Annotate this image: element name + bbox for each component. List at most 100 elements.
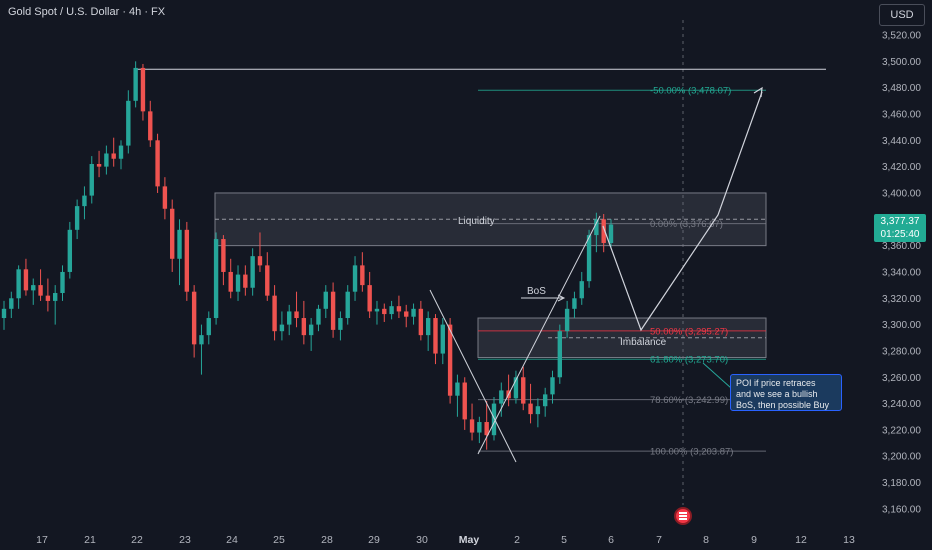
y-tick-label: 3,520.00	[882, 31, 921, 42]
candle-body	[323, 291, 328, 309]
candle-body	[535, 406, 541, 415]
candle-body	[499, 390, 504, 404]
x-tick-label: May	[459, 534, 480, 546]
x-tick-label: 2	[514, 534, 520, 546]
candle-body	[23, 269, 29, 291]
y-tick-label: 3,320.00	[882, 294, 921, 305]
candle-body	[528, 403, 533, 415]
x-tick-label: 12	[795, 534, 807, 546]
candle-body	[287, 311, 292, 325]
candle-body	[118, 145, 124, 159]
symbol-title: Gold Spot / U.S. Dollar · 4h · FX	[8, 6, 166, 18]
liquidity-label: Liquidity	[458, 216, 495, 227]
x-tick-label: 5	[561, 534, 567, 546]
trend-line-bullish	[477, 215, 601, 455]
candle-body	[433, 318, 438, 354]
y-tick-label: 3,440.00	[882, 136, 921, 147]
candle-body	[60, 271, 65, 294]
candle-body	[170, 208, 175, 259]
fib-level-label: 61.80% (3,273.70)	[650, 355, 728, 366]
y-tick-label: 3,360.00	[882, 241, 921, 252]
candle-body	[338, 318, 343, 330]
x-tick-label: 22	[131, 534, 143, 546]
candle-body	[279, 324, 285, 332]
candle-body	[308, 324, 314, 336]
candle-body	[396, 306, 402, 312]
poi-note-line: BoS, then possible Buy	[736, 400, 830, 410]
projection-arrowhead	[753, 86, 763, 98]
candle-body	[425, 318, 431, 336]
y-tick-label: 3,480.00	[882, 83, 921, 94]
poi-note-line: POI if price retraces	[736, 378, 816, 388]
y-tick-label: 3,180.00	[882, 478, 921, 489]
projection-path	[602, 91, 763, 332]
candle-body	[250, 256, 255, 288]
candle-body	[586, 235, 592, 282]
y-tick-label: 3,420.00	[882, 162, 921, 173]
drawings	[429, 86, 763, 463]
y-tick-label: 3,240.00	[882, 399, 921, 410]
fib-level-label: 78.60% (3,242.99)	[650, 395, 728, 406]
candle-body	[316, 308, 321, 325]
candle-body	[265, 265, 270, 296]
fib-level-label: 100.00% (3,203.87)	[650, 447, 733, 458]
y-tick-label: 3,340.00	[882, 267, 921, 278]
candle-body	[162, 186, 168, 209]
candle-body	[148, 111, 153, 141]
x-tick-label: 13	[843, 534, 855, 546]
flag-icon[interactable]	[674, 507, 692, 525]
y-tick-label: 3,260.00	[882, 373, 921, 384]
candle-body	[111, 153, 116, 159]
y-tick-label: 3,460.00	[882, 109, 921, 120]
last-price-badge: 3,377.37 01:25:40	[874, 214, 926, 242]
candle-body	[82, 195, 87, 207]
candle-body	[235, 274, 241, 292]
candle-body	[9, 298, 14, 309]
imbalance-label: Imbalance	[620, 337, 667, 348]
candle-body	[184, 229, 190, 292]
candle-body	[389, 306, 394, 315]
candle-body	[301, 318, 307, 336]
y-tick-label: 3,300.00	[882, 320, 921, 331]
candle-body	[1, 308, 7, 319]
candle-body	[564, 308, 570, 332]
candle-body	[550, 377, 555, 395]
poi-note[interactable]: POI if price retraces and we see a bulli…	[730, 374, 842, 411]
candle-body	[16, 269, 21, 299]
candle-body	[257, 256, 263, 266]
candle-body	[89, 164, 94, 196]
x-tick-label: 23	[179, 534, 191, 546]
x-tick-label: 7	[656, 534, 662, 546]
candle-body	[382, 308, 387, 315]
x-tick-label: 25	[273, 534, 285, 546]
x-tick-label: 24	[226, 534, 238, 546]
candle-body	[38, 285, 43, 296]
x-tick-label: 17	[36, 534, 48, 546]
x-tick-label: 21	[84, 534, 96, 546]
bos-arrowhead	[557, 294, 566, 302]
last-price: 3,377.37	[880, 216, 920, 227]
y-tick-label: 3,500.00	[882, 57, 921, 68]
zones	[134, 68, 826, 359]
fib-level-label: -50.00% (3,478.07)	[650, 86, 731, 97]
candle-body	[557, 331, 563, 378]
y-tick-label: 3,160.00	[882, 504, 921, 515]
x-tick-label: 8	[703, 534, 709, 546]
poi-note-line: and we see a bullish	[736, 389, 818, 399]
candle-body	[608, 224, 614, 243]
candle-body	[462, 382, 467, 420]
candle-body	[521, 377, 526, 404]
candle-body	[272, 295, 277, 332]
candle-body	[74, 206, 80, 230]
candle-body	[243, 274, 248, 288]
candle-body	[484, 422, 489, 436]
fib-levels: -50.00% (3,478.07) 0.00% (3,376.67) 50.00%…	[478, 86, 766, 458]
y-tick-label: 3,280.00	[882, 346, 921, 357]
candle-body	[31, 285, 36, 291]
currency-button[interactable]: USD	[879, 4, 925, 26]
candle-body	[440, 324, 445, 354]
bar-countdown: 01:25:40	[880, 229, 920, 240]
candle-body	[491, 403, 497, 436]
